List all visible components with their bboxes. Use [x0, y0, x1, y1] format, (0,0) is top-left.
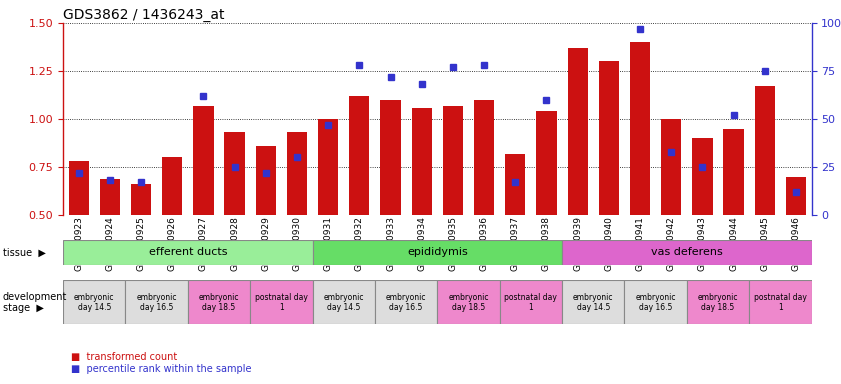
Text: epididymis: epididymis: [407, 247, 468, 258]
Text: GDS3862 / 1436243_at: GDS3862 / 1436243_at: [63, 8, 225, 22]
Bar: [624, 280, 687, 324]
Bar: [313, 240, 562, 265]
Text: postnatal day
1: postnatal day 1: [754, 293, 807, 312]
Bar: [562, 240, 812, 265]
Bar: [692, 138, 712, 311]
Text: efferent ducts: efferent ducts: [149, 247, 227, 258]
Text: ■  transformed count: ■ transformed count: [71, 352, 177, 362]
Text: embryonic
day 14.5: embryonic day 14.5: [324, 293, 364, 312]
Text: embryonic
day 16.5: embryonic day 16.5: [136, 293, 177, 312]
Bar: [437, 280, 500, 324]
Bar: [287, 132, 307, 311]
Bar: [131, 184, 151, 311]
Bar: [63, 240, 313, 265]
Text: postnatal day
1: postnatal day 1: [255, 293, 308, 312]
Bar: [68, 161, 89, 311]
Text: development
stage  ▶: development stage ▶: [3, 291, 67, 313]
Bar: [442, 106, 463, 311]
Bar: [505, 154, 526, 311]
Bar: [375, 280, 437, 324]
Bar: [225, 132, 245, 311]
Bar: [474, 100, 495, 311]
Text: embryonic
day 18.5: embryonic day 18.5: [698, 293, 738, 312]
Bar: [568, 48, 588, 311]
Text: embryonic
day 16.5: embryonic day 16.5: [636, 293, 676, 312]
Text: embryonic
day 18.5: embryonic day 18.5: [448, 293, 489, 312]
Bar: [125, 280, 188, 324]
Bar: [749, 280, 812, 324]
Text: embryonic
day 14.5: embryonic day 14.5: [573, 293, 613, 312]
Bar: [687, 280, 749, 324]
Bar: [250, 280, 313, 324]
Bar: [256, 146, 276, 311]
Bar: [785, 177, 807, 311]
Bar: [500, 280, 562, 324]
Bar: [599, 61, 619, 311]
Bar: [162, 157, 182, 311]
Bar: [318, 119, 338, 311]
Text: embryonic
day 14.5: embryonic day 14.5: [74, 293, 114, 312]
Bar: [537, 111, 557, 311]
Text: vas deferens: vas deferens: [651, 247, 722, 258]
Bar: [63, 280, 125, 324]
Text: embryonic
day 18.5: embryonic day 18.5: [198, 293, 239, 312]
Bar: [188, 280, 250, 324]
Bar: [411, 108, 432, 311]
Bar: [380, 100, 400, 311]
Bar: [630, 42, 650, 311]
Bar: [349, 96, 369, 311]
Bar: [661, 119, 681, 311]
Bar: [754, 86, 775, 311]
Bar: [562, 280, 624, 324]
Bar: [193, 106, 214, 311]
Bar: [313, 280, 375, 324]
Bar: [100, 179, 120, 311]
Text: embryonic
day 16.5: embryonic day 16.5: [386, 293, 426, 312]
Text: tissue  ▶: tissue ▶: [3, 247, 45, 258]
Text: postnatal day
1: postnatal day 1: [505, 293, 558, 312]
Bar: [723, 129, 743, 311]
Text: ■  percentile rank within the sample: ■ percentile rank within the sample: [71, 364, 252, 374]
